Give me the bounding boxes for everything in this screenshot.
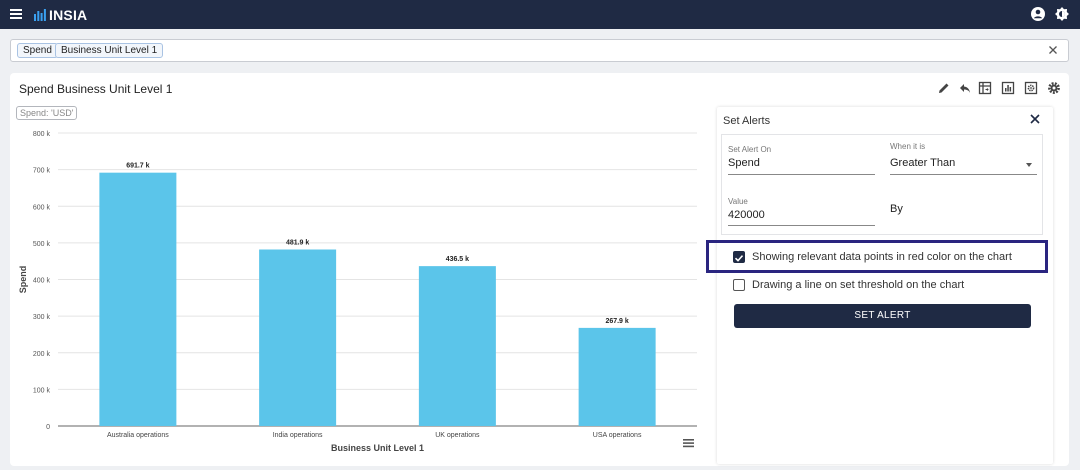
set-alert-button[interactable]: SET ALERT (734, 304, 1031, 328)
menu-icon[interactable] (10, 9, 22, 19)
x-tick-label: UK operations (435, 432, 480, 439)
close-icon[interactable] (1047, 44, 1059, 56)
threshold-line-checkbox[interactable] (733, 279, 745, 291)
y-tick-label: 800 k (33, 131, 51, 138)
bar-chart: 0 100 k 200 k 300 k 400 k 500 k 600 k 700 k 800 … (18, 131, 697, 453)
filter-chip-spend[interactable]: Spend (17, 43, 58, 58)
x-tick-label: USA operations (593, 432, 642, 439)
option-threshold-line: Drawing a line on set threshold on the c… (721, 272, 1043, 332)
gear-box-icon[interactable] (1024, 81, 1038, 95)
alert-form: Set Alert On Spend When it is Greater Th… (721, 134, 1043, 235)
hamburger-icon[interactable] (683, 438, 694, 448)
data-label: 481.9 k (286, 240, 309, 247)
reply-icon[interactable] (958, 81, 972, 95)
bar (99, 172, 177, 426)
brand[interactable]: INSIA (34, 7, 87, 23)
y-tick-label: 200 k (33, 351, 51, 358)
close-icon[interactable] (1029, 113, 1041, 125)
pivot-table-icon[interactable] (978, 81, 992, 95)
y-axis-title: Spend (18, 266, 28, 294)
check-icon (734, 255, 744, 262)
by-label: By (890, 203, 903, 215)
filter-bar[interactable]: Spend Business Unit Level 1 (10, 39, 1069, 62)
chevron-down-icon[interactable] (1026, 163, 1032, 167)
x-tick-label: India operations (273, 432, 323, 439)
y-tick-label: 100 k (33, 387, 51, 394)
bar (259, 249, 337, 426)
y-tick-label: 300 k (33, 314, 51, 321)
y-tick-label: 600 k (33, 204, 51, 211)
set-alerts-panel: Set Alerts Set Alert On Spend When it is… (717, 107, 1053, 464)
data-label: 436.5 k (446, 256, 469, 263)
value-underline (728, 225, 875, 226)
x-tick-label: Australia operations (107, 432, 169, 439)
top-bar: INSIA (0, 0, 1080, 29)
red-points-checkbox[interactable] (733, 251, 745, 263)
brightness-icon[interactable] (1055, 7, 1069, 21)
y-tick-label: 500 k (33, 241, 51, 248)
set-alert-on-underline (728, 174, 875, 175)
value-label: Value (728, 197, 748, 206)
alerts-title: Set Alerts (723, 115, 771, 127)
brand-name: INSIA (49, 7, 88, 23)
when-it-is-underline (890, 174, 1037, 175)
y-tick-label: 0 (46, 424, 50, 431)
data-label: 267.9 k (605, 318, 628, 325)
threshold-line-label: Drawing a line on set threshold on the c… (752, 279, 965, 291)
red-points-label: Showing relevant data points in red colo… (752, 251, 1012, 263)
bar (578, 327, 656, 426)
when-it-is-label: When it is (890, 142, 926, 151)
set-alert-on-input[interactable]: Spend (728, 157, 760, 169)
x-axis-title: Business Unit Level 1 (331, 443, 424, 453)
value-input[interactable]: 420000 (728, 209, 765, 221)
brand-logo-icon (34, 9, 46, 21)
y-tick-label: 400 k (33, 278, 51, 285)
account-icon[interactable] (1031, 7, 1045, 21)
card-title: Spend Business Unit Level 1 (19, 82, 173, 96)
highlight-box (706, 240, 1048, 273)
filter-chip-business-unit[interactable]: Business Unit Level 1 (55, 43, 164, 58)
data-label: 691.7 k (126, 163, 149, 170)
y-tick-label: 700 k (33, 168, 51, 175)
measure-badge: Spend: 'USD' (16, 106, 78, 120)
set-alert-on-label: Set Alert On (728, 145, 772, 154)
bar (418, 266, 496, 426)
bar-chart-icon[interactable] (1001, 81, 1015, 95)
pencil-icon[interactable] (937, 81, 951, 95)
when-it-is-select[interactable]: Greater Than (890, 157, 956, 169)
gear-icon[interactable] (1047, 81, 1061, 95)
